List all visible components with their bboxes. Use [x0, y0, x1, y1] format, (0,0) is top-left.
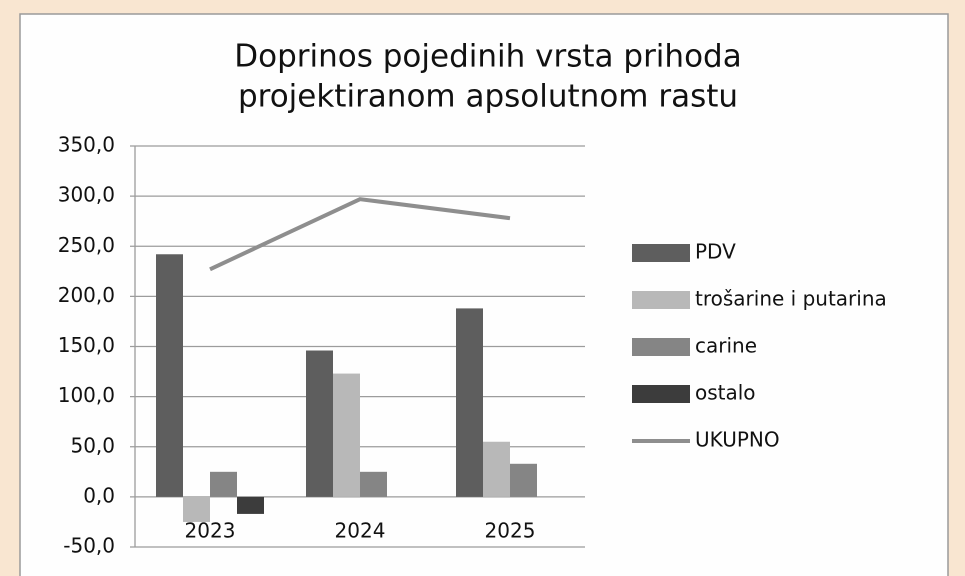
y-tick-label: 50,0	[70, 433, 115, 457]
bar	[210, 471, 237, 497]
legend-label: ostalo	[695, 381, 756, 405]
legend-label: UKUPNO	[695, 428, 780, 452]
chart-title: Doprinos pojedinih vrsta prihoda	[234, 39, 741, 75]
y-tick-label: -50,0	[63, 534, 115, 558]
x-tick-label: 2025	[485, 519, 536, 543]
y-tick-label: 0,0	[83, 483, 115, 507]
y-tick-label: 100,0	[58, 383, 115, 407]
y-tick-label: 350,0	[58, 133, 115, 157]
bar	[183, 496, 210, 522]
y-tick-label: 150,0	[58, 333, 115, 357]
y-tick-label: 250,0	[58, 233, 115, 257]
bar	[306, 350, 333, 497]
x-tick-label: 2023	[185, 519, 236, 543]
line-series	[209, 197, 511, 272]
bar	[333, 373, 360, 497]
bar	[510, 463, 537, 497]
legend-label: PDV	[695, 240, 736, 264]
legend-label: carine	[695, 334, 757, 358]
bar	[456, 308, 483, 497]
legend-swatch	[632, 385, 690, 403]
bar	[483, 441, 510, 497]
chart-title: projektiranom apsolutnom rastu	[238, 79, 738, 115]
bar	[237, 496, 264, 514]
y-tick-label: 200,0	[58, 283, 115, 307]
legend-label: trošarine i putarina	[695, 287, 887, 311]
legend-swatch	[632, 338, 690, 356]
x-tick-label: 2024	[335, 519, 386, 543]
legend-swatch	[632, 291, 690, 309]
y-tick-label: 300,0	[58, 183, 115, 207]
legend-swatch	[632, 244, 690, 262]
bar	[360, 471, 387, 497]
bar	[156, 254, 183, 497]
